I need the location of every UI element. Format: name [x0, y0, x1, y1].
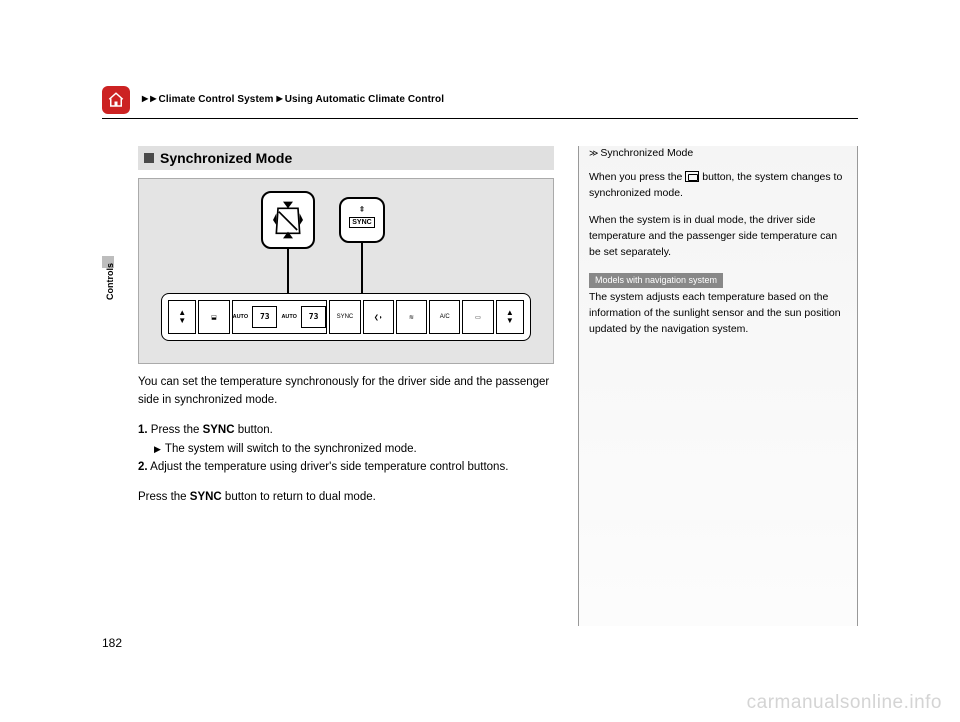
callout-vent [261, 191, 315, 249]
step-tail: button. [235, 424, 273, 436]
mode-button: ❮◗ [363, 300, 394, 334]
p1a: When you press the [589, 171, 685, 183]
climate-panel: ▲▼ ⬓ AUTO 73 AUTO 73 SYNC ❮◗ ≋ A/C ▭ [161, 283, 531, 341]
driver-temp-display: 73 [252, 306, 277, 328]
step-number: 1. [138, 424, 148, 436]
sub-text: The system will switch to the synchroniz… [165, 443, 417, 455]
sidebar-p3: The system adjusts each temperature base… [589, 290, 847, 337]
model-tag: Models with navigation system [589, 273, 723, 289]
display-area: AUTO 73 AUTO 73 [232, 300, 328, 334]
rear-defrost-button: ▭ [462, 300, 493, 334]
watermark: carmanualsonline.info [747, 692, 942, 714]
outro-a: Press the [138, 491, 190, 503]
vent-icon [271, 200, 305, 240]
section-heading: Synchronized Mode [138, 146, 554, 170]
panel-btn: ⬓ [198, 300, 229, 334]
passenger-temp-up-down: ▲▼ [496, 300, 524, 334]
body-text: You can set the temperature synchronousl… [138, 374, 554, 507]
sidebar-p2: When the system is in dual mode, the dri… [589, 213, 847, 260]
info-icon: ≫ [589, 148, 598, 158]
panel-inner: ▲▼ ⬓ AUTO 73 AUTO 73 SYNC ❮◗ ≋ A/C ▭ [168, 300, 524, 334]
auto-label: AUTO [233, 314, 248, 320]
page-number: 182 [102, 636, 122, 650]
sidebar-heading-text: Synchronized Mode [600, 147, 693, 159]
ac-button: A/C [429, 300, 460, 334]
breadcrumb: ▶▶Climate Control System ▶Using Automati… [142, 94, 444, 105]
header-rule [102, 118, 858, 119]
step-1: 1. Press the SYNC button. [138, 422, 554, 440]
sync-button: SYNC [329, 300, 360, 334]
sync-bold: SYNC [190, 491, 222, 503]
section-title: Synchronized Mode [160, 150, 292, 166]
info-sidebar: ≫Synchronized Mode When you press the bu… [578, 146, 858, 626]
step-text: Press the [148, 424, 203, 436]
driver-temp-up-down: ▲▼ [168, 300, 196, 334]
breadcrumb-part2: Using Automatic Climate Control [285, 94, 444, 105]
step-number: 2. [138, 461, 148, 473]
sidebar-p1: When you press the button, the system ch… [589, 170, 847, 202]
sync-bold: SYNC [203, 424, 235, 436]
airflow-icon: ⇞ [359, 205, 366, 214]
sync-button-icon [685, 171, 699, 182]
step-2: 2. Adjust the temperature using driver's… [138, 459, 554, 477]
sidebar-heading: ≫Synchronized Mode [589, 146, 847, 162]
defrost-button: ≋ [396, 300, 427, 334]
callout-sync: ⇞ SYNC [339, 197, 385, 243]
auto-label: AUTO [281, 314, 296, 320]
climate-panel-figure: ⇞ SYNC ▲▼ ⬓ AUTO 73 AUTO 73 [138, 178, 554, 364]
breadcrumb-part1: Climate Control System [159, 94, 274, 105]
outro-b: button to return to dual mode. [222, 491, 376, 503]
panel-body: ▲▼ ⬓ AUTO 73 AUTO 73 SYNC ❮◗ ≋ A/C ▭ [161, 293, 531, 341]
model-tag-block: Models with navigation system [589, 273, 847, 291]
triangle-icon: ▶ [276, 94, 282, 103]
step-1-sub: ▶ The system will switch to the synchroni… [138, 441, 554, 459]
main-column: Synchronized Mode ⇞ SYNC [138, 146, 554, 519]
side-tab-label: Controls [105, 263, 115, 300]
intro-text: You can set the temperature synchronousl… [138, 374, 554, 410]
home-icon[interactable] [102, 86, 130, 114]
outro-text: Press the SYNC button to return to dual … [138, 489, 554, 507]
sync-label: SYNC [349, 217, 374, 228]
triangle-icon: ▶ [154, 444, 161, 454]
triangle-icon: ▶ [142, 94, 148, 103]
heading-bullet-icon [144, 153, 154, 163]
step-text: Adjust the temperature using driver's si… [148, 461, 509, 473]
passenger-temp-display: 73 [301, 306, 326, 328]
triangle-icon: ▶ [150, 94, 156, 103]
